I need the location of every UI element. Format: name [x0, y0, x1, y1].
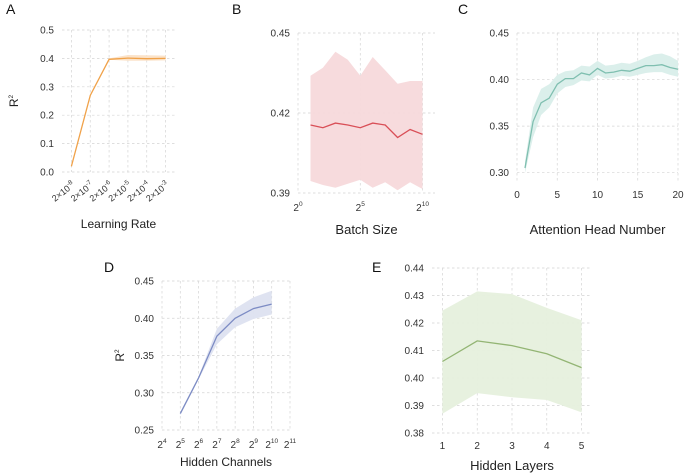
y-tick-label: 0.30 — [135, 388, 155, 399]
y-tick-label: 0.40 — [135, 314, 155, 325]
y-tick-label: 0.1 — [40, 139, 54, 150]
x-tick-label: 25 — [176, 438, 186, 451]
series-line — [310, 122, 423, 139]
x-tick-label: 211 — [284, 438, 297, 451]
confidence-band — [525, 53, 678, 173]
x-tick-label: 27 — [212, 438, 222, 451]
y-tick-label: 0.45 — [135, 277, 155, 288]
y-tick-label: 0.35 — [135, 351, 155, 362]
y-tick-label: 0.25 — [135, 426, 155, 437]
panel-A: 0.00.10.20.30.40.52×10-82×10-72×10-62×10… — [6, 1, 175, 231]
panel-letter: E — [372, 259, 381, 275]
y-tick-label: 0.43 — [405, 291, 425, 302]
panel-letter: A — [6, 1, 16, 17]
x-tick-label: 210 — [416, 201, 429, 214]
x-tick-label: 25 — [356, 201, 366, 214]
panel-letter: C — [458, 1, 468, 17]
panel-letter: D — [104, 259, 114, 275]
series-line — [524, 64, 679, 169]
confidence-band — [180, 290, 272, 416]
y-axis-label: R2 — [113, 349, 127, 362]
x-tick-label: 5 — [554, 190, 560, 201]
y-axis-label: R2 — [7, 94, 21, 107]
y-tick-label: 0.0 — [40, 168, 54, 179]
x-axis-label: Batch Size — [335, 222, 397, 237]
y-tick-label: 0.35 — [490, 122, 510, 133]
panel-letter: B — [232, 1, 241, 17]
x-tick-label: 4 — [544, 441, 550, 452]
x-tick-label: 1 — [440, 441, 446, 452]
x-tick-label: 15 — [632, 190, 644, 201]
confidence-band — [71, 55, 166, 167]
y-tick-label: 0.42 — [271, 109, 291, 120]
y-tick-label: 0.40 — [490, 75, 510, 86]
x-axis-label: Hidden Channels — [180, 455, 272, 469]
y-tick-label: 0.38 — [405, 429, 425, 440]
x-tick-label: 3 — [509, 441, 515, 452]
x-tick-label: 210 — [265, 438, 278, 451]
y-tick-label: 0.39 — [405, 401, 425, 412]
x-tick-label: 28 — [231, 438, 241, 451]
panel-D: 0.25 0.30 0.35 0.40 0.45 24 25 26 27 28 29 210 211 Hi… — [104, 259, 297, 469]
panel-B: 0.39 0.42 0.45 20 25 210 Batch Size B — [232, 1, 435, 237]
panel-E: 0.38 0.39 0.40 0.41 0.42 0.43 0.44 1 2 3 4 5 Hidden … — [372, 259, 592, 473]
y-tick-label: 0.41 — [405, 346, 425, 357]
panel-C: 0.30 0.35 0.40 0.45 0 5 10 15 20 Attention Head N… — [458, 1, 684, 237]
x-tick-label: 20 — [672, 190, 684, 201]
y-tick-label: 0.2 — [40, 111, 54, 122]
x-axis-label: Attention Head Number — [530, 222, 667, 237]
x-tick-label: 10 — [592, 190, 604, 201]
x-tick-label: 20 — [293, 201, 303, 214]
x-tick-label: 5 — [579, 441, 585, 452]
y-tick-label: 0.39 — [271, 189, 291, 200]
y-tick-label: 0.4 — [40, 54, 54, 65]
x-tick-label: 0 — [514, 190, 520, 201]
confidence-band — [310, 51, 423, 191]
y-tick-label: 0.5 — [40, 26, 54, 37]
y-tick-label: 0.45 — [490, 29, 510, 40]
y-tick-label: 0.42 — [405, 319, 425, 330]
x-tick-label: 24 — [157, 438, 167, 451]
y-tick-label: 0.30 — [490, 168, 510, 179]
series-line — [179, 303, 272, 414]
y-tick-label: 0.45 — [271, 29, 291, 40]
y-tick-label: 0.40 — [405, 374, 425, 385]
x-axis-label: Hidden Layers — [470, 458, 554, 473]
y-tick-label: 0.3 — [40, 82, 54, 93]
x-tick-label: 2 — [474, 441, 480, 452]
x-axis-label: Learning Rate — [81, 217, 157, 231]
x-tick-label: 29 — [249, 438, 259, 451]
series-line — [70, 57, 166, 167]
confidence-band — [442, 291, 582, 414]
y-tick-label: 0.44 — [405, 264, 425, 275]
x-tick-label: 26 — [194, 438, 204, 451]
series-line — [442, 340, 582, 369]
